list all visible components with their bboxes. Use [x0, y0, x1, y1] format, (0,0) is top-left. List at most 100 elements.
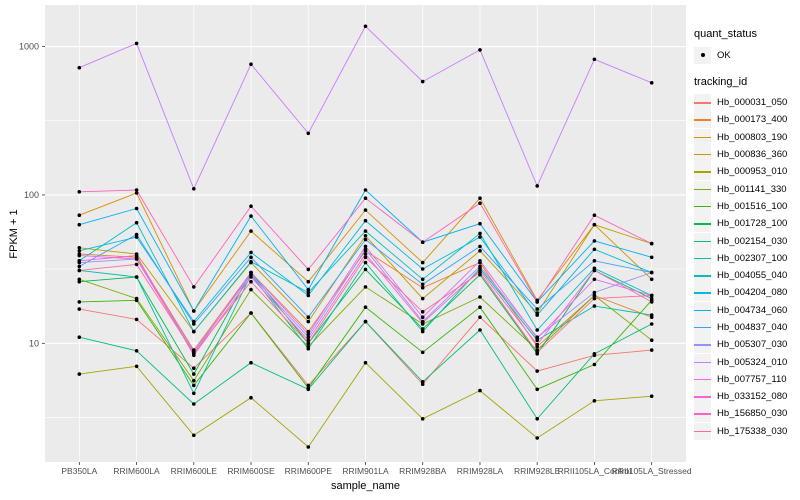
legend-item-label: Hb_005324_010 — [717, 356, 788, 368]
legend-key-box — [694, 422, 711, 440]
x-tick-label: RRII105LA_Control — [558, 466, 632, 476]
legend-key-box — [694, 197, 711, 215]
legend-item-Hb_000836_360: Hb_000836_360 — [694, 146, 800, 164]
legend-item-label: Hb_001516_100 — [717, 200, 788, 212]
data-point — [420, 79, 425, 84]
data-point — [363, 237, 368, 242]
data-point — [134, 257, 139, 261]
y-tick-label: 100 — [24, 190, 39, 200]
data-point — [363, 208, 368, 212]
data-point — [420, 282, 425, 287]
series-color-line-icon — [694, 275, 711, 277]
data-point — [134, 349, 139, 353]
data-point — [363, 218, 368, 223]
data-point — [363, 260, 368, 265]
legend-item-Hb_000953_010: Hb_000953_010 — [694, 163, 800, 181]
data-point — [535, 313, 539, 317]
data-point — [592, 57, 597, 62]
x-axis-title: sample_name — [330, 480, 401, 492]
data-point — [649, 277, 654, 282]
data-point — [77, 213, 82, 217]
y-axis-title: FPKM + 1 — [8, 209, 20, 259]
legend-item-label: Hb_002307_100 — [717, 252, 788, 264]
data-point — [649, 293, 654, 298]
series-color-line-icon — [694, 205, 711, 208]
data-point — [192, 309, 196, 313]
data-point — [249, 259, 253, 264]
data-point — [306, 338, 311, 343]
data-point — [134, 317, 139, 322]
data-point — [249, 360, 253, 365]
x-tick-label: RRII105LA_Stressed — [612, 466, 692, 476]
data-point — [134, 188, 139, 192]
series-color-line-icon — [694, 119, 711, 121]
legend-key-box — [694, 46, 711, 64]
x-tick-label: RRIM600LE — [171, 466, 218, 476]
data-point — [592, 362, 597, 367]
series-color-line-icon — [694, 361, 711, 363]
data-point — [363, 196, 368, 200]
data-point — [192, 351, 196, 355]
data-point — [77, 268, 82, 273]
data-point — [478, 221, 482, 226]
x-tick-label: RRIM928LE — [514, 466, 561, 476]
data-point — [478, 388, 482, 393]
data-point — [363, 24, 368, 29]
legend-key-box — [694, 336, 711, 354]
data-point — [306, 315, 311, 320]
data-point — [592, 239, 597, 243]
data-point — [535, 350, 539, 355]
data-point — [420, 310, 425, 314]
data-point — [592, 304, 597, 308]
data-point — [134, 364, 139, 369]
legend-item-label: OK — [717, 49, 731, 61]
data-point — [478, 259, 482, 263]
data-point — [478, 244, 482, 249]
data-point — [649, 348, 654, 352]
data-point — [134, 253, 139, 258]
legend-key-box — [694, 353, 711, 371]
legend-item-label: Hb_005307_030 — [717, 339, 788, 351]
data-point — [77, 307, 82, 311]
data-point — [420, 417, 425, 421]
legend-item-label: Hb_000836_360 — [717, 149, 788, 161]
data-point — [535, 300, 539, 304]
series-color-line-icon — [694, 136, 711, 139]
legend-key-box — [694, 267, 711, 285]
legend-item-Hb_004734_060: Hb_004734_060 — [694, 301, 800, 319]
data-point — [420, 315, 425, 320]
data-point — [306, 346, 311, 351]
data-point — [535, 387, 539, 392]
legend-item-Hb_000803_190: Hb_000803_190 — [694, 128, 800, 146]
data-point — [592, 213, 597, 217]
data-point — [420, 321, 425, 325]
legend-key-box — [694, 370, 711, 388]
data-point — [649, 300, 654, 304]
x-tick-label: RRIM600LA — [113, 466, 160, 476]
data-point — [535, 369, 539, 373]
data-point — [134, 298, 139, 303]
series-color-line-icon — [694, 154, 711, 156]
data-point — [363, 319, 368, 324]
legend: quant_status OK tracking_id Hb_000031_05… — [694, 28, 800, 440]
legend-key-box — [694, 180, 711, 198]
legend-key-box — [694, 146, 711, 164]
data-point — [249, 287, 253, 292]
legend-item-label: Hb_000953_010 — [717, 166, 788, 178]
series-color-line-icon — [694, 102, 711, 104]
data-point — [420, 350, 425, 355]
data-point — [420, 260, 425, 265]
data-point — [192, 433, 196, 438]
legend-key-box — [694, 232, 711, 250]
data-point — [478, 305, 482, 310]
legend-item-Hb_004055_040: Hb_004055_040 — [694, 267, 800, 285]
data-point — [478, 264, 482, 269]
data-point — [478, 270, 482, 275]
data-point — [249, 214, 253, 218]
data-point — [363, 252, 368, 256]
data-point — [478, 48, 482, 52]
data-point — [420, 327, 425, 331]
data-point — [192, 372, 196, 376]
y-tick-label: 1000 — [19, 42, 39, 52]
legend-item-ok: OK — [694, 46, 800, 64]
